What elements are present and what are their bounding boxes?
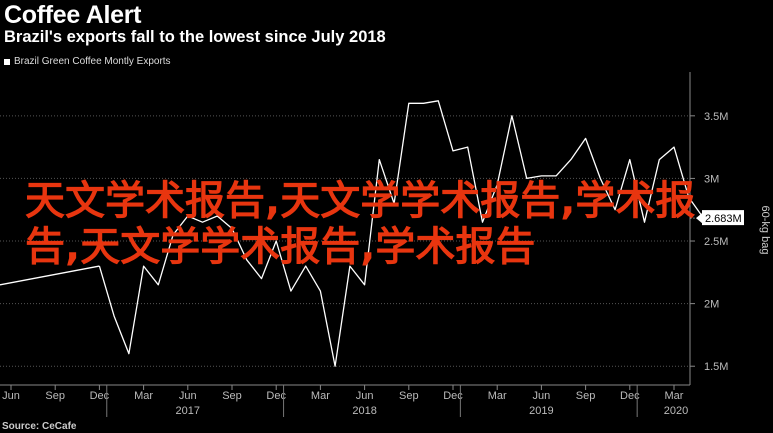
source-note: Source: CeCafe xyxy=(2,421,77,432)
x-year-label: 2019 xyxy=(529,405,553,417)
x-year-label: 2020 xyxy=(664,405,688,417)
series-line xyxy=(98,100,705,367)
x-tick-label: Mar xyxy=(665,390,684,402)
y-tick-label: 3M xyxy=(704,173,719,185)
x-year-label: 2018 xyxy=(352,405,376,417)
last-value-label: 2.683M xyxy=(705,213,742,225)
x-tick-label: Mar xyxy=(311,390,330,402)
x-tick-label: Jun xyxy=(533,390,551,402)
x-tick-label: Jun xyxy=(356,390,374,402)
x-tick-label: Dec xyxy=(443,390,463,402)
chart-subtitle: Brazil's exports fall to the lowest sinc… xyxy=(4,28,386,46)
x-tick-label: Jun xyxy=(2,390,20,402)
y-tick-label: 1.5M xyxy=(704,361,728,373)
y-tick-label: 2.5M xyxy=(704,236,728,248)
y-tick-label: 3.5M xyxy=(704,111,728,123)
x-tick-label: Dec xyxy=(620,390,640,402)
x-tick-label: Mar xyxy=(134,390,153,402)
last-value-badge xyxy=(702,210,744,226)
series-line-lead xyxy=(0,265,100,286)
x-year-label: 2017 xyxy=(176,405,200,417)
x-tick-label: Dec xyxy=(266,390,286,402)
x-tick-label: Sep xyxy=(222,390,242,402)
x-tick-label: Sep xyxy=(576,390,596,402)
x-tick-label: Sep xyxy=(45,390,65,402)
x-tick-label: Mar xyxy=(488,390,507,402)
last-value-badge-pointer xyxy=(696,213,702,224)
legend-label: Brazil Green Coffee Montly Exports xyxy=(14,56,171,67)
y-axis-unit-label: 60-kg bag xyxy=(759,206,771,255)
chart-title: Coffee Alert xyxy=(4,1,142,29)
y-tick-label: 2M xyxy=(704,299,719,311)
x-tick-label: Sep xyxy=(399,390,419,402)
x-tick-label: Dec xyxy=(90,390,110,402)
legend: Brazil Green Coffee Montly Exports xyxy=(4,55,171,69)
x-tick-label: Jun xyxy=(179,390,197,402)
legend-swatch xyxy=(4,59,10,65)
